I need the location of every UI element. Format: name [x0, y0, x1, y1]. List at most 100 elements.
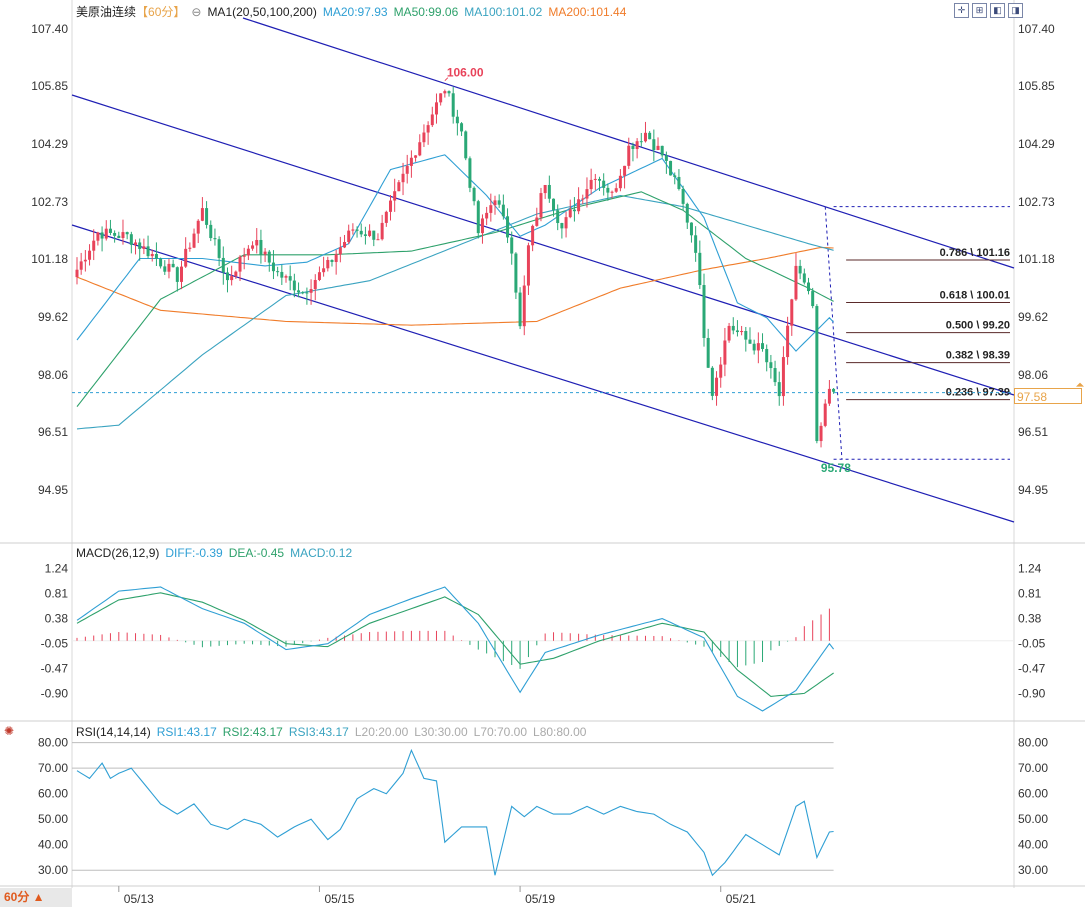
period-button[interactable]: 60分 ▲ [0, 888, 72, 907]
candle-body [129, 234, 133, 245]
candle-body [786, 325, 790, 358]
ma20-value: MA20:97.93 [322, 5, 388, 19]
candle-body [301, 292, 305, 294]
macd-tick-right: 0.38 [1018, 612, 1042, 626]
price-tick-left: 96.51 [38, 425, 68, 439]
candle-body [827, 388, 831, 404]
candle-body [518, 292, 522, 327]
candle-body [434, 102, 438, 115]
price-tick-left: 101.18 [31, 252, 68, 266]
candle-body [781, 357, 785, 397]
ma50-line [76, 191, 834, 407]
crosshair-icon[interactable]: ✛ [954, 3, 969, 18]
candle-body [330, 259, 334, 262]
x-axis-label: 05/19 [525, 892, 555, 906]
candle-body [213, 238, 217, 240]
candle-body [472, 187, 476, 202]
candle-body [343, 241, 347, 248]
ma100-line [76, 194, 834, 430]
next-icon[interactable]: ◨ [1008, 3, 1023, 18]
rsi-tick-left: 70.00 [38, 761, 68, 775]
candle-body [468, 158, 472, 188]
high-marker [444, 77, 449, 82]
candle-body [142, 246, 146, 249]
candle-body [493, 200, 497, 206]
candle-body [556, 210, 560, 224]
candle-body [363, 234, 367, 236]
candle-body [276, 271, 280, 273]
candle-body [359, 230, 363, 235]
rsi1-value: RSI1:43.17 [156, 725, 217, 739]
candle-body [685, 203, 689, 223]
price-tick-right: 102.73 [1018, 195, 1055, 209]
rsi-tick-left: 80.00 [38, 736, 68, 750]
candle-body [627, 145, 631, 166]
candle-body [572, 209, 576, 212]
candle-body [560, 223, 564, 229]
price-tick-left: 102.73 [31, 195, 68, 209]
price-tick-left: 99.62 [38, 310, 68, 324]
candle-body [543, 184, 547, 194]
candle-body [635, 141, 639, 150]
rsi-tick-left: 30.00 [38, 863, 68, 877]
candle-body [798, 265, 802, 274]
candle-body [317, 272, 321, 280]
prev-icon[interactable]: ◧ [990, 3, 1005, 18]
candle-body [154, 253, 158, 259]
candle-body [368, 230, 372, 236]
candle-body [200, 208, 204, 221]
macd-label[interactable]: MACD(26,12,9) [76, 546, 160, 560]
candle-body [221, 257, 225, 273]
candle-body [823, 403, 827, 426]
candle-body [376, 239, 380, 241]
candle-body [643, 132, 647, 142]
candle-body [242, 255, 246, 257]
candle-body [773, 368, 777, 383]
fit-icon[interactable]: ⊞ [972, 3, 987, 18]
price-arrow-icon [1076, 382, 1084, 387]
macd-tick-right: -0.47 [1018, 661, 1046, 675]
candle-body [234, 271, 238, 277]
candle-body [497, 200, 501, 205]
candle-body [715, 377, 719, 396]
candle-body [188, 247, 192, 249]
candle-body [664, 155, 668, 161]
candle-body [405, 165, 409, 174]
rsi3-value: RSI3:43.17 [288, 725, 349, 739]
channel-line [71, 224, 1015, 523]
macd-tick-left: 0.38 [45, 612, 69, 626]
candle-body [292, 280, 296, 291]
candle-body [669, 160, 673, 176]
fib-level-label: 0.382 \ 98.39 [946, 350, 1010, 362]
rsi-tick-left: 50.00 [38, 812, 68, 826]
candle-body [121, 232, 125, 238]
ma-label[interactable]: MA1(20,50,100,200) [207, 5, 317, 19]
candle-body [485, 212, 489, 219]
candle-body [138, 242, 142, 249]
rsi-label[interactable]: RSI(14,14,14) [76, 725, 151, 739]
price-tick-right: 94.95 [1018, 483, 1048, 497]
candle-body [380, 222, 384, 240]
candle-body [79, 261, 83, 270]
candle-body [460, 123, 464, 132]
candle-body [334, 254, 338, 262]
candle-body [526, 245, 530, 286]
candle-body [589, 179, 593, 190]
candle-body [765, 348, 769, 363]
macd-tick-right: 1.24 [1018, 561, 1042, 575]
candle-body [698, 252, 702, 286]
candle-body [117, 235, 121, 238]
period-tag[interactable]: 【60分】 [136, 5, 186, 19]
candle-body [284, 276, 288, 278]
candle-body [581, 198, 585, 200]
candle-body [761, 343, 765, 349]
candle-body [694, 235, 698, 253]
settings-icon[interactable]: ⊖ [191, 5, 202, 19]
l30-value: L30:30.00 [414, 725, 468, 739]
candle-body [372, 230, 376, 240]
candle-body [297, 290, 301, 293]
candle-body [510, 237, 514, 254]
candle-body [568, 209, 572, 218]
indicator-settings-icon[interactable]: ✺ [4, 724, 15, 738]
ma200-line [76, 246, 834, 326]
